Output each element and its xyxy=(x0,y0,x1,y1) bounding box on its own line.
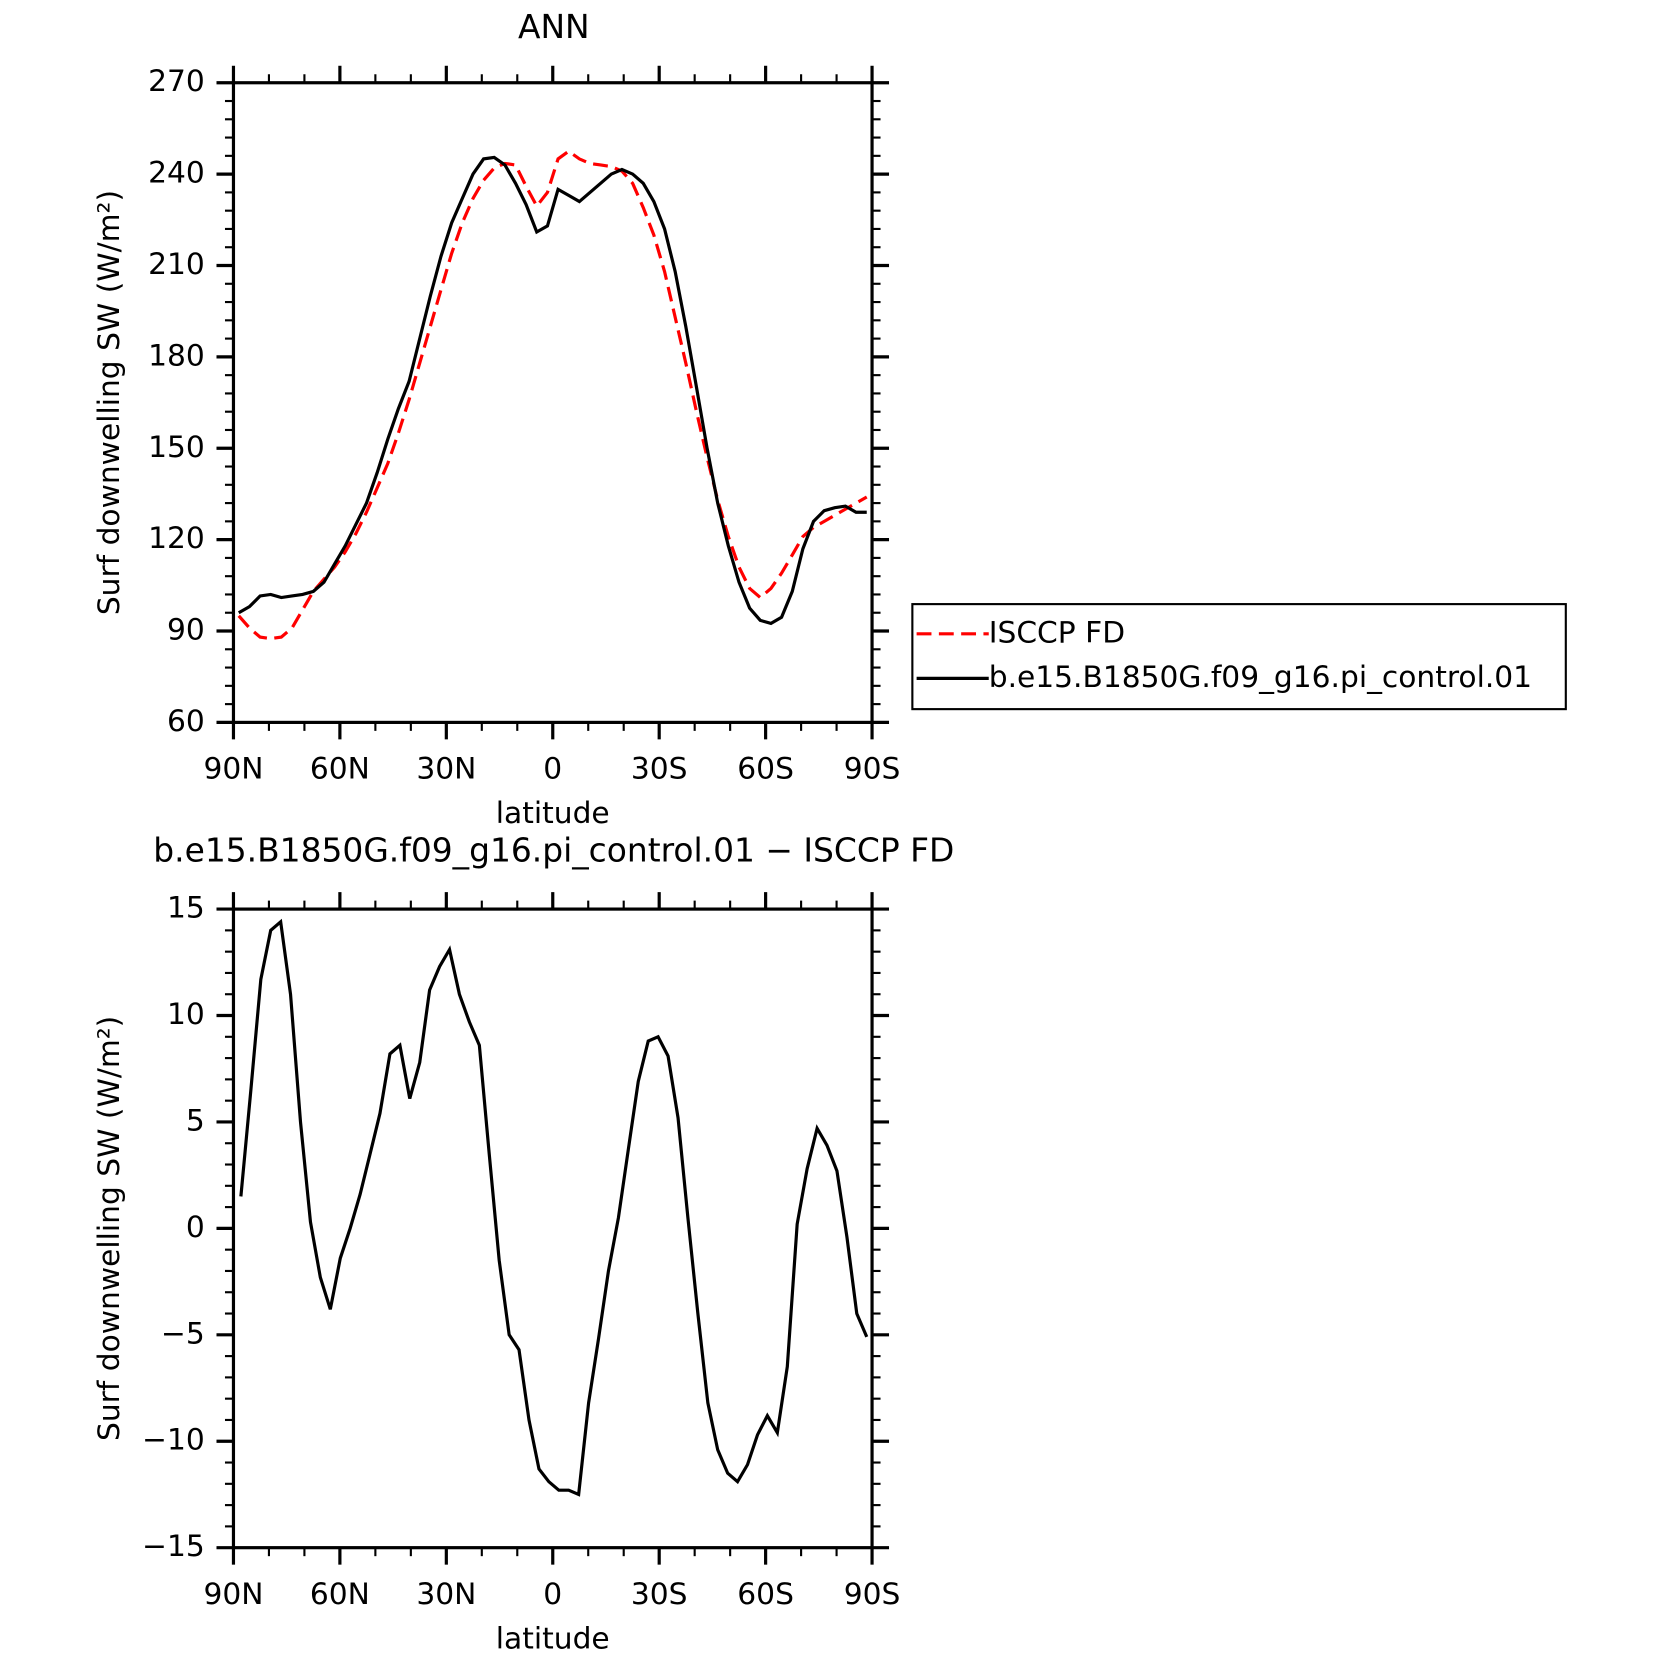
x-tick-label: 0 xyxy=(543,1577,562,1612)
y-tick-label: 180 xyxy=(148,338,205,373)
x-tick-label: 30S xyxy=(631,752,688,787)
x-tick-label: 0 xyxy=(543,752,562,787)
y-tick-label: 270 xyxy=(148,64,205,99)
y-tick-label: 240 xyxy=(148,156,205,191)
data-line xyxy=(239,918,869,1497)
legend-label: ISCCP FD xyxy=(989,615,1125,650)
y-axis-label: Surf downwelling SW (W/m²) xyxy=(92,190,127,615)
x-tick-label: 30N xyxy=(416,752,476,787)
x-tick-label: 90N xyxy=(203,752,263,787)
x-tick-label: 90S xyxy=(844,1577,901,1612)
x-tick-label: 90N xyxy=(203,1577,263,1612)
legend-label: b.e15.B1850G.f09_g16.pi_control.01 xyxy=(989,660,1532,695)
data-line xyxy=(237,149,868,641)
y-tick-label: 15 xyxy=(167,891,205,926)
x-tick-label: 60S xyxy=(737,752,794,787)
y-tick-label: −10 xyxy=(142,1423,205,1458)
legend-box xyxy=(911,603,1567,711)
y-tick-label: 10 xyxy=(167,997,205,1032)
x-tick-label: 30N xyxy=(416,1577,476,1612)
x-tick-label: 60N xyxy=(310,752,370,787)
x-tick-label: 90S xyxy=(844,752,901,787)
y-tick-label: 60 xyxy=(167,704,205,739)
x-axis-label: latitude xyxy=(496,796,610,831)
x-tick-label: 60N xyxy=(310,1577,370,1612)
y-tick-label: 90 xyxy=(167,613,205,648)
y-tick-label: −15 xyxy=(142,1529,205,1564)
x-tick-label: 30S xyxy=(631,1577,688,1612)
y-tick-label: 120 xyxy=(148,521,205,556)
y-tick-label: 0 xyxy=(186,1210,205,1245)
y-tick-label: 210 xyxy=(148,247,205,282)
x-axis-label: latitude xyxy=(496,1621,610,1656)
x-tick-label: 60S xyxy=(737,1577,794,1612)
y-tick-label: 150 xyxy=(148,430,205,465)
data-line xyxy=(237,155,867,626)
y-tick-label: −5 xyxy=(161,1316,205,1351)
y-axis-label: Surf downwelling SW (W/m²) xyxy=(92,1016,127,1441)
chart-title: b.e15.B1850G.f09_g16.pi_control.01 − ISC… xyxy=(153,830,954,869)
chart-title: ANN xyxy=(518,7,590,46)
y-tick-label: 5 xyxy=(186,1103,205,1138)
